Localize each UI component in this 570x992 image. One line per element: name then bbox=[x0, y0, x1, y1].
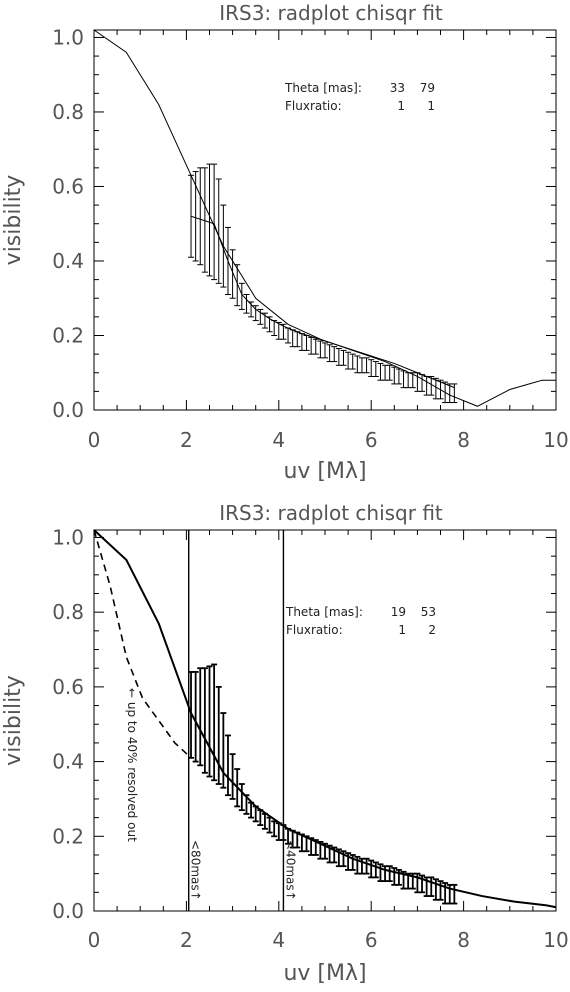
annotation-value-1: 1 bbox=[397, 99, 405, 113]
y-tick-label: 1.0 bbox=[52, 25, 84, 49]
y-tick-label: 0.4 bbox=[52, 750, 84, 774]
x-tick-label: 6 bbox=[365, 428, 378, 452]
x-tick-label: 2 bbox=[180, 428, 193, 452]
y-tick-label: 0.6 bbox=[52, 174, 84, 198]
chart-panel-1: IRS3: radplot chisqr fit 0 2 4 6 8 10 0.0 0.2 0.4… bbox=[1, 1, 569, 484]
annotation-label: Fluxratio: bbox=[286, 623, 343, 637]
model-solid-line bbox=[93, 529, 557, 909]
annotation-value-1: 1 bbox=[398, 623, 406, 637]
x-tick-label: 6 bbox=[365, 928, 378, 952]
y-axis-label: visibility bbox=[1, 675, 26, 766]
annotation-value-2: 53 bbox=[421, 605, 436, 619]
y-tick-label: 0.0 bbox=[52, 398, 84, 422]
annotation-label: Fluxratio: bbox=[285, 99, 342, 113]
y-tick-label: 0.2 bbox=[52, 323, 84, 347]
annotation-value-2: 79 bbox=[420, 81, 435, 95]
x-tick-label: 4 bbox=[272, 928, 285, 952]
x-tick-label: 10 bbox=[543, 928, 568, 952]
resolution-line-label: <40mas↑ bbox=[283, 840, 297, 901]
y-tick-label: 0.8 bbox=[52, 600, 84, 624]
annotation-label: Theta [mas]: bbox=[285, 605, 363, 619]
y-tick-label: 1.0 bbox=[52, 525, 84, 549]
annotation-value-2: 2 bbox=[428, 623, 436, 637]
y-tick-label: 0.4 bbox=[52, 249, 84, 273]
model-dashed-line bbox=[93, 529, 192, 759]
x-tick-label: 4 bbox=[272, 428, 285, 452]
annotation-value-2: 1 bbox=[427, 99, 435, 113]
annotation-label: Theta [mas]: bbox=[284, 81, 362, 95]
data-curve-line bbox=[190, 215, 455, 389]
x-tick-label: 0 bbox=[88, 928, 101, 952]
x-tick-label: 8 bbox=[457, 928, 470, 952]
chart-panel-2: IRS3: radplot chisqr fit 0 2 4 6 8 10 0.0 0.2 0.4… bbox=[1, 501, 569, 986]
annotation-value-1: 33 bbox=[390, 81, 405, 95]
x-tick-label: 0 bbox=[88, 428, 101, 452]
x-tick-label: 2 bbox=[180, 928, 193, 952]
chart-title: IRS3: radplot chisqr fit bbox=[219, 501, 443, 525]
x-tick-label: 10 bbox=[543, 428, 568, 452]
x-axis-label: uv [Mλ] bbox=[283, 459, 366, 484]
y-tick-label: 0.6 bbox=[52, 675, 84, 699]
chart-title: IRS3: radplot chisqr fit bbox=[219, 1, 443, 25]
resolution-line-label: <80mas↑ bbox=[189, 840, 203, 901]
y-axis-label: visibility bbox=[1, 175, 26, 266]
x-axis-label: uv [Mλ] bbox=[283, 961, 366, 986]
x-tick-label: 8 bbox=[457, 428, 470, 452]
y-tick-label: 0.2 bbox=[52, 824, 84, 848]
y-tick-label: 0.8 bbox=[52, 100, 84, 124]
resolved-out-note: ← up to 40% resolved out bbox=[125, 688, 139, 842]
annotation-value-1: 19 bbox=[391, 605, 406, 619]
y-tick-label: 0.0 bbox=[52, 899, 84, 923]
